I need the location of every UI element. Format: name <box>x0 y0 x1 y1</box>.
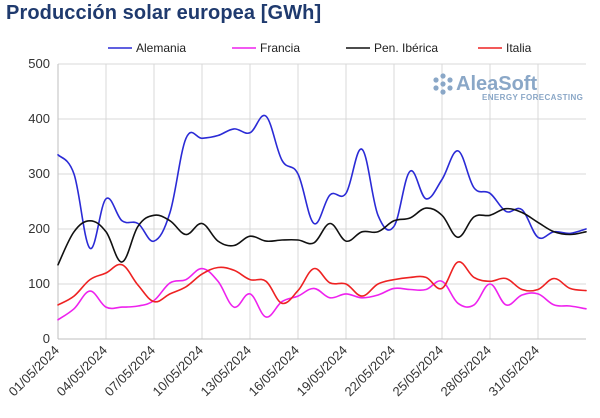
series-line-francia <box>57 267 587 321</box>
x-tick-label: 22/05/2024 <box>341 343 398 400</box>
chart-title: Producción solar europea [GWh] <box>6 2 322 24</box>
logo-dot <box>433 77 439 83</box>
y-tick-label: 500 <box>28 56 50 71</box>
gridlines <box>57 63 586 340</box>
legend-item-alemania: Alemania <box>108 41 186 55</box>
legend-label: Pen. Ibérica <box>374 41 438 55</box>
x-tick-label: 25/05/2024 <box>389 343 446 400</box>
legend-item-italia: Italia <box>478 41 532 55</box>
logo-dot <box>440 89 446 95</box>
series-lines <box>57 114 587 321</box>
y-tick-label: 300 <box>28 166 50 181</box>
aleasoft-logo-icon <box>433 73 453 95</box>
legend-label: Francia <box>260 41 300 55</box>
logo-dot <box>447 77 453 83</box>
series-line-pen-ib-rica <box>57 207 587 266</box>
x-tick-label: 10/05/2024 <box>149 343 206 400</box>
x-tick-label: 01/05/2024 <box>5 343 62 400</box>
logo-dot <box>440 73 446 79</box>
logo-dot <box>447 85 453 91</box>
x-tick-label: 07/05/2024 <box>101 343 158 400</box>
x-tick-label: 19/05/2024 <box>293 343 350 400</box>
legend-item-francia: Francia <box>232 41 300 55</box>
x-tick-label: 13/05/2024 <box>197 343 254 400</box>
logo-dot <box>433 85 439 91</box>
y-tick-label: 0 <box>43 331 50 346</box>
x-tick-label: 04/05/2024 <box>53 343 110 400</box>
legend-label: Italia <box>506 41 532 55</box>
y-tick-label: 200 <box>28 221 50 236</box>
series-line-alemania <box>57 114 587 250</box>
legend-label: Alemania <box>136 41 186 55</box>
logo-dot <box>440 81 446 87</box>
logo-name: AleaSoft <box>456 73 537 95</box>
x-tick-label: 31/05/2024 <box>485 343 542 400</box>
axes: 0 100 200 300 400 500 01/05/202404/05/202407/0… <box>5 56 586 399</box>
y-tick-label: 400 <box>28 111 50 126</box>
series-line-italia <box>57 261 587 306</box>
x-tick-label: 16/05/2024 <box>245 343 302 400</box>
logo-tagline: ENERGY FORECASTING <box>482 93 583 102</box>
x-tick-label: 28/05/2024 <box>437 343 494 400</box>
legend: Alemania Francia Pen. Ibérica Italia <box>108 41 532 55</box>
legend-item-pen-ib-rica: Pen. Ibérica <box>346 41 438 55</box>
y-tick-label: 100 <box>28 276 50 291</box>
